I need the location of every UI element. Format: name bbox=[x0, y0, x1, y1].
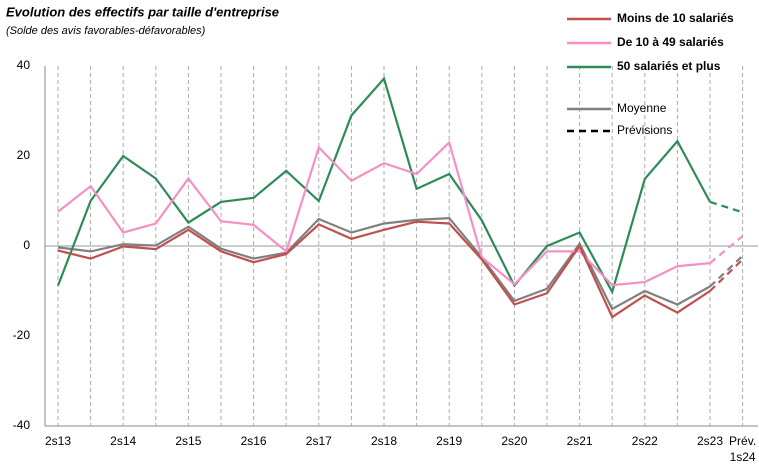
series-line bbox=[57, 220, 711, 319]
x-tick-label: 2s17 bbox=[306, 434, 332, 448]
x-tick-label: 2s21 bbox=[567, 434, 593, 448]
x-tick-label: 2s19 bbox=[436, 434, 462, 448]
y-tick-label: -20 bbox=[13, 328, 31, 342]
x-tick-label: 2s13 bbox=[45, 434, 71, 448]
y-tick-label: 20 bbox=[17, 148, 31, 162]
legend-label: Prévisions bbox=[617, 123, 672, 137]
legend-label: 50 salariés et plus bbox=[617, 59, 721, 73]
series-line bbox=[709, 255, 744, 288]
y-tick-label: 40 bbox=[17, 58, 31, 72]
legend-label: Moins de 10 salariés bbox=[617, 11, 734, 25]
chart-subtitle: (Solde des avis favorables-défavorables) bbox=[6, 25, 206, 37]
x-tick-label: 2s23 bbox=[697, 434, 723, 448]
y-tick-label: 0 bbox=[23, 238, 30, 252]
x-tick-label: 2s22 bbox=[632, 434, 658, 448]
x-tick-label: 2s15 bbox=[175, 434, 201, 448]
x-tick-label: Prév. 1s24 bbox=[729, 434, 756, 464]
y-tick-label: -40 bbox=[13, 418, 31, 432]
x-tick-label: 2s14 bbox=[110, 434, 136, 448]
legend-label: Moyenne bbox=[617, 101, 667, 115]
legend-label: De 10 à 49 salariés bbox=[617, 35, 724, 49]
series-line bbox=[709, 200, 743, 214]
x-tick-label: 2s16 bbox=[241, 434, 267, 448]
x-tick-label: 2s20 bbox=[501, 434, 527, 448]
x-tick-label: 2s18 bbox=[371, 434, 397, 448]
series-line bbox=[57, 140, 711, 287]
series-line bbox=[56, 76, 711, 295]
series-line bbox=[57, 216, 711, 311]
series-line bbox=[709, 258, 744, 292]
chart-title: Evolution des effectifs par taille d'ent… bbox=[6, 4, 279, 19]
